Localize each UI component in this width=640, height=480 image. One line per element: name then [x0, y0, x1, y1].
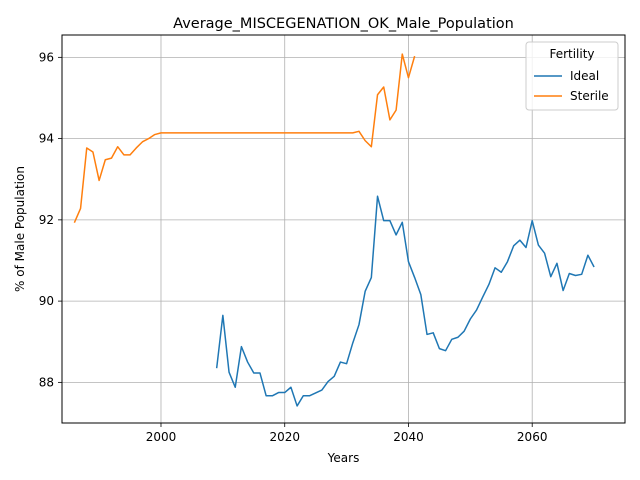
series-line-sterile — [73, 53, 416, 223]
legend-title: Fertility — [549, 47, 594, 61]
y-axis-label: % of Male Population — [13, 166, 27, 292]
y-tick-label: 96 — [39, 50, 54, 64]
x-tick-label: 2020 — [269, 430, 300, 444]
legend: Fertility Ideal Sterile — [525, 41, 619, 111]
legend-label-ideal: Ideal — [570, 69, 599, 83]
x-axis-ticks: 2000 2020 2040 2060 — [146, 423, 548, 444]
legend-label-sterile: Sterile — [570, 89, 609, 103]
y-tick-label: 90 — [39, 294, 54, 308]
x-tick-label: 2060 — [517, 430, 548, 444]
y-tick-label: 88 — [39, 375, 54, 389]
y-tick-label: 92 — [39, 213, 54, 227]
series-line-ideal — [215, 195, 595, 407]
chart-title: Average_MISCEGENATION_OK_Male_Population — [173, 16, 514, 32]
y-axis-ticks: 88 90 92 94 96 — [39, 50, 62, 389]
x-axis-label: Years — [327, 451, 360, 465]
legend-items: Ideal Sterile — [534, 69, 609, 103]
legend-box — [525, 41, 619, 111]
x-tick-label: 2000 — [146, 430, 177, 444]
x-tick-label: 2040 — [393, 430, 424, 444]
axes-frame — [61, 34, 626, 424]
series-lines — [73, 53, 595, 407]
y-tick-label: 94 — [39, 132, 54, 146]
